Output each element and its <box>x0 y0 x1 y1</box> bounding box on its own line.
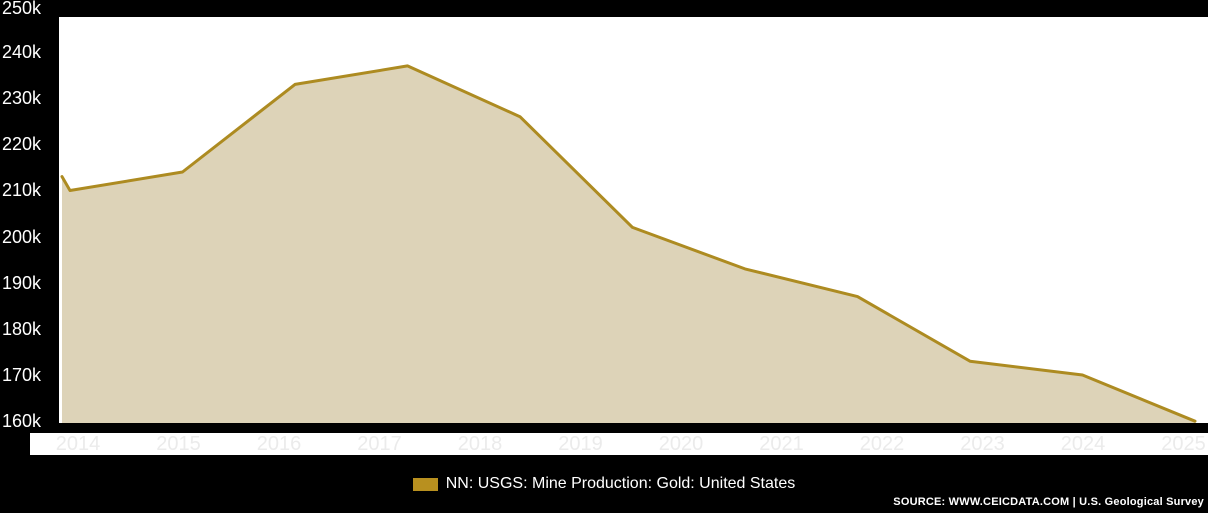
area-chart <box>60 64 1197 423</box>
area-fill <box>62 65 1195 423</box>
x-tick-label: 2025 <box>1161 433 1206 455</box>
y-tick-label: 160k <box>2 411 42 432</box>
series-line <box>60 64 1197 423</box>
x-tick-label: 2019 <box>558 433 603 455</box>
x-tick-label: 2015 <box>156 433 201 455</box>
y-tick-label: 170k <box>2 365 42 386</box>
plot-area <box>59 17 1208 423</box>
x-axis: 2014 2015 2016 2017 2018 2019 2020 2021 2022 2023… <box>30 433 1208 455</box>
y-tick-label: 240k <box>2 42 42 63</box>
legend-label: NN: USGS: Mine Production: Gold: United … <box>445 475 796 492</box>
y-tick-label: 220k <box>2 134 42 155</box>
y-tick-label: 200k <box>2 226 42 247</box>
y-axis: 250k 240k 230k 220k 210k 200k 190k 180k 170k 160k <box>0 0 59 433</box>
y-tick-label: 250k <box>2 0 42 18</box>
x-tick-label: 2024 <box>1060 433 1106 455</box>
source-note: SOURCE: WWW.CEICDATA.COM | U.S. Geologic… <box>893 496 1204 508</box>
y-tick-label: 190k <box>2 272 42 293</box>
legend: NN: USGS: Mine Production: Gold: United … <box>0 475 1208 493</box>
x-tick-label: 2017 <box>357 433 402 455</box>
x-tick-label: 2014 <box>55 433 101 455</box>
y-tick-label: 180k <box>2 318 42 339</box>
x-tick-label: 2016 <box>256 433 302 455</box>
legend-swatch <box>412 477 438 491</box>
x-tick-label: 2023 <box>960 433 1005 455</box>
x-tick-label: 2018 <box>457 433 503 455</box>
x-tick-label: 2021 <box>759 433 804 455</box>
x-tick-label: 2022 <box>859 433 905 455</box>
x-tick-label: 2020 <box>658 433 704 455</box>
y-tick-label: 210k <box>2 180 42 201</box>
y-tick-label: 230k <box>2 88 42 109</box>
